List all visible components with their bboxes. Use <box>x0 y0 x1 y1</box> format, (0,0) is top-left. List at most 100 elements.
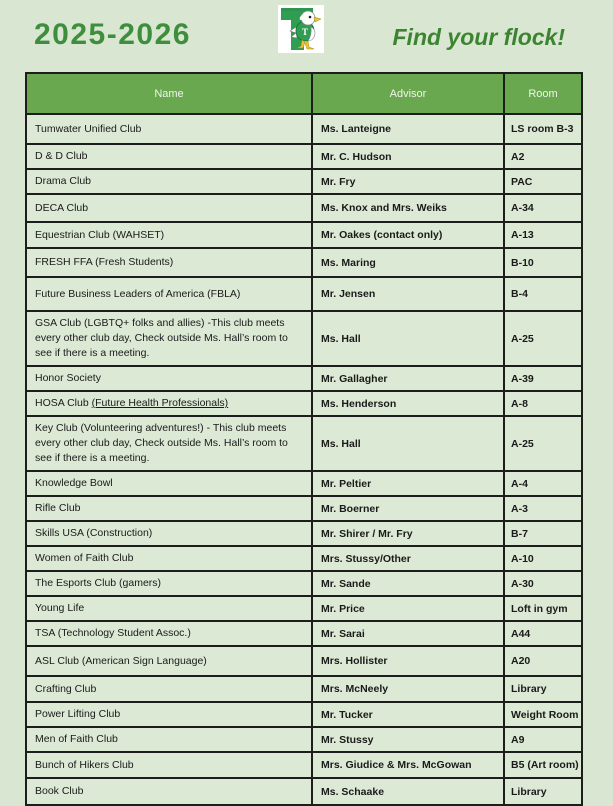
page-header: 2025-2026 T Find your flock <box>0 0 613 72</box>
club-name: FRESH FFA (Fresh Students) <box>35 256 174 268</box>
table-row: GSA Club (LGBTQ+ folks and allies) -This… <box>25 310 583 367</box>
club-name: HOSA Club <box>35 397 92 409</box>
club-name: D & D Club <box>35 150 88 162</box>
room-cell: A-25 <box>503 415 583 472</box>
tumwater-thunderbird-logo-icon: T <box>278 5 324 53</box>
club-name: Skills USA (Construction) <box>35 527 153 539</box>
room-cell: Weight Room <box>503 701 583 728</box>
club-name: The Esports Club (gamers) <box>35 577 162 589</box>
table-row: Honor Society Mr. Gallagher A-39 <box>25 365 583 392</box>
club-table-body: Tumwater Unified Club Ms. Lanteigne LS roo… <box>25 113 583 806</box>
room-cell: A-10 <box>503 545 583 572</box>
club-name-cell: GSA Club (LGBTQ+ folks and allies) -This… <box>25 310 313 367</box>
room-cell: A9 <box>503 726 583 753</box>
advisor-cell: Ms. Hall <box>311 415 505 472</box>
room-cell: B-7 <box>503 520 583 547</box>
club-name-cell: HOSA Club (Future Health Professionals) <box>25 390 313 417</box>
club-name-cell: Knowledge Bowl <box>25 470 313 497</box>
room-cell: A-13 <box>503 221 583 249</box>
room-cell: B5 (Art room) <box>503 751 583 779</box>
club-name: Women of Faith Club <box>35 552 134 564</box>
table-row: The Esports Club (gamers) Mr. Sande A-30 <box>25 570 583 597</box>
table-row: Women of Faith Club Mrs. Stussy/Other A-10 <box>25 545 583 572</box>
tagline: Find your flock! <box>392 24 566 50</box>
table-row: Key Club (Volunteering adventures!) - Th… <box>25 415 583 472</box>
club-name-cell: Men of Faith Club <box>25 726 313 753</box>
club-name-cell: Tumwater Unified Club <box>25 113 313 145</box>
club-name: TSA (Technology Student Assoc.) <box>35 627 191 639</box>
column-header-advisor: Advisor <box>311 72 505 115</box>
table-row: D & D Club Mr. C. Hudson A2 <box>25 143 583 170</box>
table-row: FRESH FFA (Fresh Students) Ms. Maring B-10 <box>25 247 583 278</box>
table-row: HOSA Club (Future Health Professionals) M… <box>25 390 583 417</box>
club-name-link[interactable]: (Future Health Professionals) <box>91 397 229 409</box>
advisor-cell: Ms. Lanteigne <box>311 113 505 145</box>
column-header-name: Name <box>25 72 313 115</box>
club-name-cell: Skills USA (Construction) <box>25 520 313 547</box>
table-row: Men of Faith Club Mr. Stussy A9 <box>25 726 583 753</box>
club-name: GSA Club (LGBTQ+ folks and allies) -This… <box>35 317 288 359</box>
table-row: Young Life Mr. Price Loft in gym <box>25 595 583 622</box>
advisor-cell: Mr. Fry <box>311 168 505 195</box>
club-table: Name Advisor Room Tumwater Unified Club M… <box>25 72 583 806</box>
table-row: Skills USA (Construction) Mr. Shirer / Mr… <box>25 520 583 547</box>
table-row: Rifle Club Mr. Boerner A-3 <box>25 495 583 522</box>
table-row: Knowledge Bowl Mr. Peltier A-4 <box>25 470 583 497</box>
table-row: Crafting Club Mrs. McNeely Library <box>25 675 583 703</box>
room-cell: A44 <box>503 620 583 647</box>
advisor-cell: Ms. Maring <box>311 247 505 278</box>
room-cell: LS room B-3 <box>503 113 583 145</box>
club-name-cell: Women of Faith Club <box>25 545 313 572</box>
room-cell: B-4 <box>503 276 583 312</box>
room-cell: A2 <box>503 143 583 170</box>
advisor-cell: Mrs. Giudice & Mrs. McGowan <box>311 751 505 779</box>
school-year-title: 2025-2026 <box>34 18 191 51</box>
table-row: Power Lifting Club Mr. Tucker Weight Room <box>25 701 583 728</box>
table-row: DECA Club Ms. Knox and Mrs. Weiks A-34 <box>25 193 583 223</box>
room-cell: A-8 <box>503 390 583 417</box>
club-name: Drama Club <box>35 175 92 187</box>
room-cell: A-30 <box>503 570 583 597</box>
club-name: Rifle Club <box>35 502 81 514</box>
club-name-cell: DECA Club <box>25 193 313 223</box>
club-name-cell: FRESH FFA (Fresh Students) <box>25 247 313 278</box>
club-name-cell: Crafting Club <box>25 675 313 703</box>
club-name: Equestrian Club (WAHSET) <box>35 228 165 241</box>
table-row: Drama Club Mr. Fry PAC <box>25 168 583 195</box>
club-name: DECA Club <box>35 201 89 214</box>
advisor-cell: Ms. Henderson <box>311 390 505 417</box>
club-table-header: Name Advisor Room <box>25 72 583 115</box>
advisor-cell: Mr. Peltier <box>311 470 505 497</box>
club-name-cell: D & D Club <box>25 143 313 170</box>
club-name-cell: Power Lifting Club <box>25 701 313 728</box>
advisor-cell: Mrs. McNeely <box>311 675 505 703</box>
table-row: Bunch of Hikers Club Mrs. Giudice & Mrs. … <box>25 751 583 779</box>
room-cell: B-10 <box>503 247 583 278</box>
club-name-cell: Honor Society <box>25 365 313 392</box>
advisor-cell: Mr. Stussy <box>311 726 505 753</box>
advisor-cell: Mr. Sarai <box>311 620 505 647</box>
advisor-cell: Mr. Oakes (contact only) <box>311 221 505 249</box>
club-name-cell: Rifle Club <box>25 495 313 522</box>
table-row: Equestrian Club (WAHSET) Mr. Oakes (conta… <box>25 221 583 249</box>
club-name-cell: TSA (Technology Student Assoc.) <box>25 620 313 647</box>
advisor-cell: Mr. Boerner <box>311 495 505 522</box>
room-cell: Library <box>503 675 583 703</box>
club-name: Future Business Leaders of America (FBLA… <box>35 287 241 300</box>
advisor-cell: Mr. Sande <box>311 570 505 597</box>
club-name: Honor Society <box>35 372 101 384</box>
club-name-cell: The Esports Club (gamers) <box>25 570 313 597</box>
advisor-cell: Mrs. Hollister <box>311 645 505 677</box>
club-name: Men of Faith Club <box>35 733 118 745</box>
advisor-cell: Mr. Gallagher <box>311 365 505 392</box>
room-cell: A-34 <box>503 193 583 223</box>
room-cell: A-39 <box>503 365 583 392</box>
club-name-cell: Future Business Leaders of America (FBLA… <box>25 276 313 312</box>
advisor-cell: Mr. Jensen <box>311 276 505 312</box>
advisor-cell: Mrs. Stussy/Other <box>311 545 505 572</box>
club-name: Power Lifting Club <box>35 708 121 720</box>
svg-text:T: T <box>302 27 308 37</box>
club-name: Knowledge Bowl <box>35 477 113 489</box>
advisor-cell: Mr. C. Hudson <box>311 143 505 170</box>
